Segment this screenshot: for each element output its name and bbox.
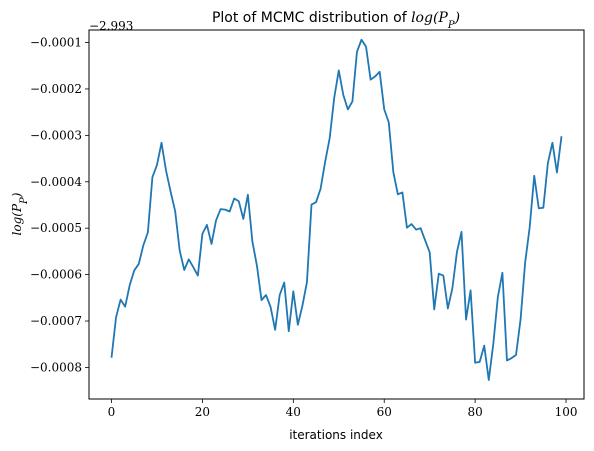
x-axis-title: iterations index [289, 428, 383, 442]
x-tick-label: 80 [467, 405, 482, 419]
x-ticks: 0 20 40 60 80 100 [108, 399, 578, 419]
x-tick-label: 0 [108, 405, 116, 419]
chart-title: Plot of MCMC distribution of log(PP) [212, 10, 460, 31]
x-tick-label: 60 [377, 405, 392, 419]
axes-frame [88, 29, 585, 400]
y-ticks: −0.0008 −0.0007 −0.0006 −0.0005 −0.0004 −0.00… [30, 36, 89, 374]
y-tick-label: −0.0002 [30, 82, 82, 96]
y-offset-label: −2.993 [89, 19, 133, 33]
y-tick-label: −0.0008 [30, 360, 82, 374]
series [110, 38, 563, 381]
plot-area: 0 20 40 60 80 100 −0.0008−0.0007−0.0006−0.000… [30, 29, 585, 419]
y-axis-title: log(PP) [10, 192, 30, 235]
y-tick-label: −0.0003 [30, 128, 82, 142]
y-tick-label: −0.0001 [30, 36, 82, 50]
series-line [110, 38, 563, 381]
y-tick-label: −0.0005 [30, 221, 82, 235]
y-tick-label: −0.0006 [30, 268, 82, 282]
x-tick-label: 100 [555, 405, 578, 419]
y-tick-label: −0.0007 [30, 314, 82, 328]
x-tick-label: 20 [195, 405, 210, 419]
y-tick-label: −0.0004 [30, 175, 82, 189]
x-tick-label: 40 [286, 405, 301, 419]
